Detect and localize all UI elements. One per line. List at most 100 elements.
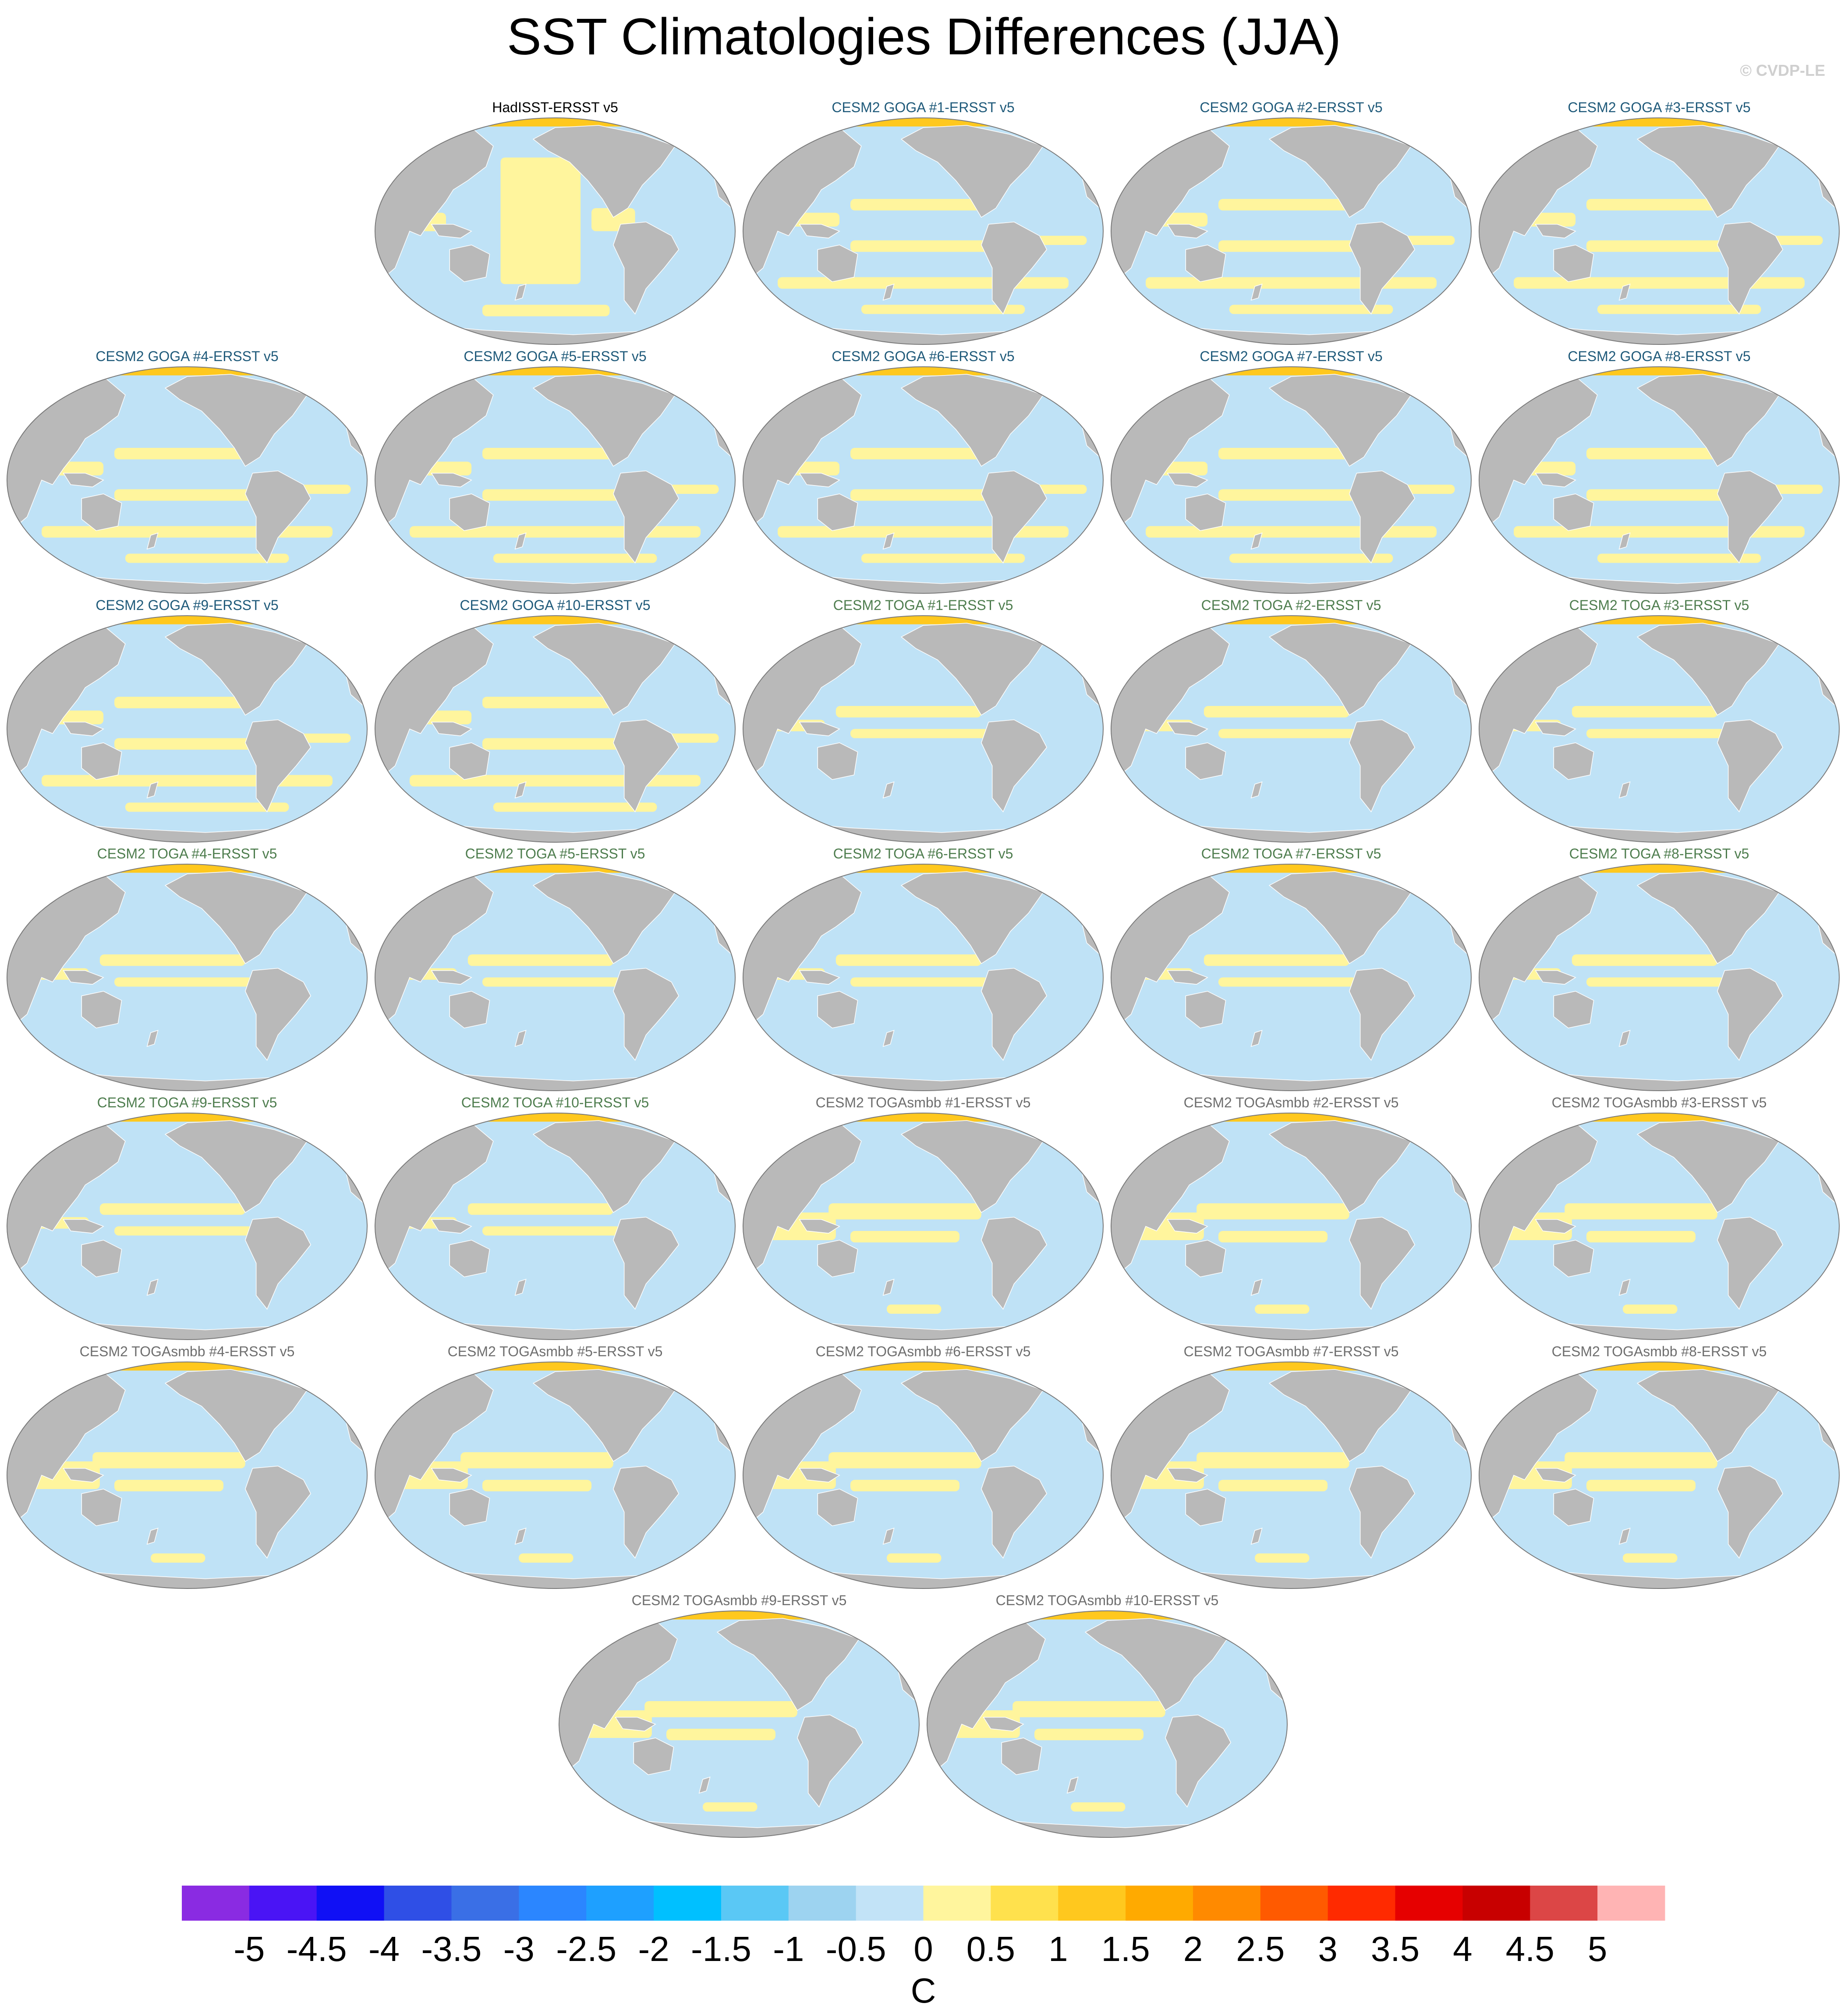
land-new-zealand xyxy=(1250,532,1263,550)
map-border xyxy=(743,117,1104,345)
map-panel: CESM2 GOGA #7-ERSST v5 xyxy=(1109,347,1473,595)
map-panel: CESM2 TOGA #9-ERSST v5 xyxy=(5,1094,369,1341)
land-south-america xyxy=(797,1714,864,1808)
land-maritime xyxy=(431,224,472,239)
positive-anomaly-band xyxy=(887,1305,942,1314)
world-map xyxy=(7,864,368,1091)
land-australia xyxy=(81,493,122,531)
positive-anomaly-band xyxy=(114,697,245,709)
land-maritime xyxy=(799,722,840,737)
world-map xyxy=(375,1113,736,1340)
land-australia xyxy=(633,1737,674,1775)
land-new-zealand xyxy=(514,1528,527,1545)
positive-anomaly-band xyxy=(703,1802,758,1812)
land-south-america xyxy=(1349,1216,1416,1310)
positive-anomaly-band xyxy=(1229,553,1393,563)
positive-anomaly-band xyxy=(850,1231,959,1243)
land-maritime xyxy=(431,473,472,488)
positive-anomaly-band xyxy=(664,485,719,494)
positive-anomaly-band xyxy=(125,802,289,812)
land-new-zealand xyxy=(1250,1030,1263,1047)
positive-anomaly-band xyxy=(1204,954,1349,966)
land-north-america xyxy=(1084,1618,1228,1711)
land-south-america xyxy=(1717,719,1784,812)
land-north-america xyxy=(164,1369,308,1462)
land-maritime xyxy=(1535,1219,1576,1234)
land-south-america xyxy=(1349,470,1416,564)
map-panel: CESM2 GOGA #1-ERSST v5 xyxy=(741,99,1105,346)
land-new-zealand xyxy=(146,1279,159,1296)
panel-title: CESM2 TOGA #3-ERSST v5 xyxy=(1569,597,1749,613)
land-south-america xyxy=(612,719,680,812)
land-australia xyxy=(1553,493,1594,531)
land-new-zealand xyxy=(882,532,895,550)
colorbar-tick-label: -2 xyxy=(638,1929,669,1968)
colorbar-tick-label: -4.5 xyxy=(287,1929,347,1968)
positive-anomaly-band xyxy=(1255,1305,1310,1314)
world-map xyxy=(375,615,736,843)
land-south-america xyxy=(244,1465,312,1559)
positive-anomaly-band xyxy=(1565,1203,1717,1220)
positive-anomaly-band xyxy=(828,1203,981,1220)
land-north-america xyxy=(164,1120,308,1213)
world-map xyxy=(375,864,736,1091)
land-south-america xyxy=(244,968,312,1061)
land-north-america xyxy=(900,871,1044,964)
land-australia xyxy=(817,991,858,1028)
land-australia xyxy=(817,1489,858,1526)
positive-anomaly-band xyxy=(1400,485,1455,494)
positive-anomaly-band xyxy=(493,553,657,563)
positive-anomaly-band xyxy=(467,954,613,966)
panel-title: CESM2 TOGA #9-ERSST v5 xyxy=(97,1095,277,1110)
colorbar-segment xyxy=(519,1886,587,1921)
world-map xyxy=(1111,615,1472,843)
panel-title: CESM2 TOGAsmbb #6-ERSST v5 xyxy=(815,1344,1031,1359)
positive-anomaly-band xyxy=(850,448,981,460)
panel-title: CESM2 TOGA #7-ERSST v5 xyxy=(1201,846,1381,862)
map-panel: CESM2 GOGA #4-ERSST v5 xyxy=(5,347,369,595)
land-north-america xyxy=(1636,871,1780,964)
colorbar-segment xyxy=(1193,1886,1261,1921)
positive-anomaly-band xyxy=(850,240,989,252)
land-new-zealand xyxy=(1618,1279,1631,1296)
land-maritime xyxy=(431,1468,472,1483)
land-new-zealand xyxy=(1618,532,1631,550)
positive-anomaly-band xyxy=(1400,236,1455,245)
land-maritime xyxy=(63,970,104,985)
land-maritime xyxy=(1167,1219,1208,1234)
positive-anomaly-band xyxy=(482,448,613,460)
land-australia xyxy=(1553,245,1594,282)
land-new-zealand xyxy=(882,781,895,799)
land-north-america xyxy=(1636,1369,1780,1462)
world-map xyxy=(743,615,1104,843)
map-border xyxy=(743,615,1104,843)
land-maritime xyxy=(799,1468,840,1483)
land-maritime xyxy=(63,1468,104,1483)
map-border xyxy=(7,864,368,1091)
map-panel: CESM2 TOGAsmbb #1-ERSST v5 xyxy=(741,1094,1105,1341)
map-border xyxy=(1111,117,1472,345)
positive-anomaly-band xyxy=(1229,305,1393,314)
map-border xyxy=(1479,864,1840,1091)
positive-anomaly-band xyxy=(1586,729,1725,738)
world-map xyxy=(743,1113,1104,1340)
positive-anomaly-band xyxy=(1768,236,1823,245)
panel-title: CESM2 GOGA #7-ERSST v5 xyxy=(1200,348,1383,364)
world-map xyxy=(743,864,1104,1091)
land-south-america xyxy=(981,1465,1048,1559)
land-maritime xyxy=(1167,224,1208,239)
panel-title: CESM2 TOGAsmbb #4-ERSST v5 xyxy=(79,1344,295,1359)
panel-title: CESM2 GOGA #1-ERSST v5 xyxy=(832,99,1015,115)
land-australia xyxy=(449,1240,490,1277)
world-map xyxy=(1479,1362,1840,1589)
panel-title: CESM2 TOGAsmbb #8-ERSST v5 xyxy=(1551,1344,1767,1359)
positive-anomaly-band xyxy=(1032,485,1087,494)
land-maritime xyxy=(63,1219,104,1234)
land-new-zealand xyxy=(882,284,895,301)
positive-anomaly-band xyxy=(1197,1203,1349,1220)
land-australia xyxy=(1553,991,1594,1028)
panel-title: CESM2 GOGA #10-ERSST v5 xyxy=(460,597,651,613)
positive-anomaly-band xyxy=(850,199,981,211)
positive-anomaly-band xyxy=(482,977,621,987)
positive-anomaly-band xyxy=(1597,553,1761,563)
